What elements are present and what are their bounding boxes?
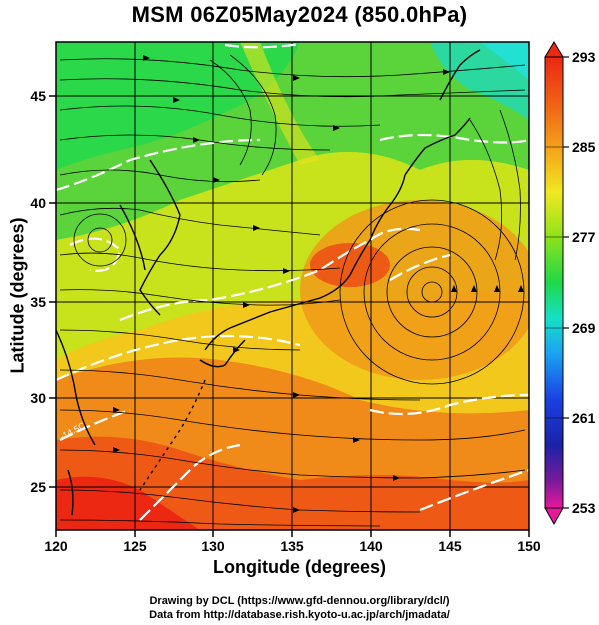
- coastlines: [56, 49, 481, 516]
- credit-data: Data from http://database.rish.kyoto-u.a…: [149, 609, 450, 621]
- colorbar-label: 253: [572, 500, 596, 516]
- colorbar-min-arrow: [544, 507, 564, 526]
- x-tick-label: 125: [123, 538, 147, 554]
- x-tick-label: 150: [517, 538, 541, 554]
- axis-tick-marks: [49, 95, 530, 537]
- colorbar: [544, 41, 569, 526]
- y-tick-label: 30: [30, 390, 46, 406]
- y-tick-label: 35: [30, 294, 46, 310]
- temperature-field: [56, 42, 529, 530]
- streamline-arrows: [113, 55, 524, 513]
- map-title: MSM 06Z05May2024 (850.0hPa): [131, 2, 468, 27]
- x-axis-label: Longitude (degrees): [212, 557, 386, 577]
- x-tick-label: 140: [359, 538, 383, 554]
- colorbar-label: 293: [572, 49, 596, 65]
- y-tick-label: 40: [30, 195, 46, 211]
- colorbar-label: 269: [572, 320, 596, 336]
- colorbar-label: 261: [572, 410, 596, 426]
- colorbar-label: 285: [572, 139, 596, 155]
- x-tick-label: 135: [280, 538, 304, 554]
- x-tick-label: 120: [44, 538, 68, 554]
- y-tick-label: 25: [30, 479, 46, 495]
- isotherm-contours: [56, 42, 529, 521]
- colorbar-max-arrow: [544, 41, 564, 58]
- wind-streamlines: [59, 54, 526, 527]
- credit-drawing: Drawing by DCL (https://www.gfd-dennou.o…: [149, 595, 450, 607]
- x-tick-label: 145: [438, 538, 462, 554]
- colorbar-label: 277: [572, 229, 596, 245]
- y-tick-label: 45: [30, 88, 46, 104]
- x-tick-label: 130: [201, 538, 225, 554]
- lat-lon-grid: [56, 42, 529, 530]
